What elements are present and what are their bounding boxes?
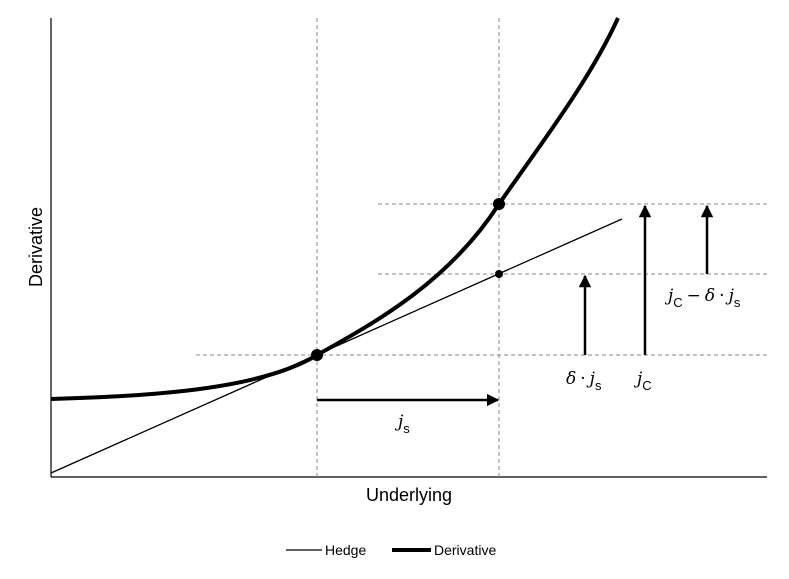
hedge-point: [495, 270, 503, 278]
y-axis-label: Derivative: [26, 207, 46, 287]
x-axis-label: Underlying: [366, 485, 452, 505]
derivative-point: [493, 198, 505, 210]
jc-minus-delta-js-label: jC − δ · js: [664, 286, 741, 310]
tangent-point: [311, 349, 323, 361]
legend-hedge-label: Hedge: [325, 542, 366, 558]
delta-js-label: δ · js: [566, 369, 602, 393]
legend: Hedge Derivative: [286, 542, 496, 558]
legend-derivative-label: Derivative: [434, 542, 496, 558]
js-label: js: [394, 412, 410, 436]
jc-label: jC: [633, 369, 652, 393]
derivative-curve: [50, 17, 620, 401]
